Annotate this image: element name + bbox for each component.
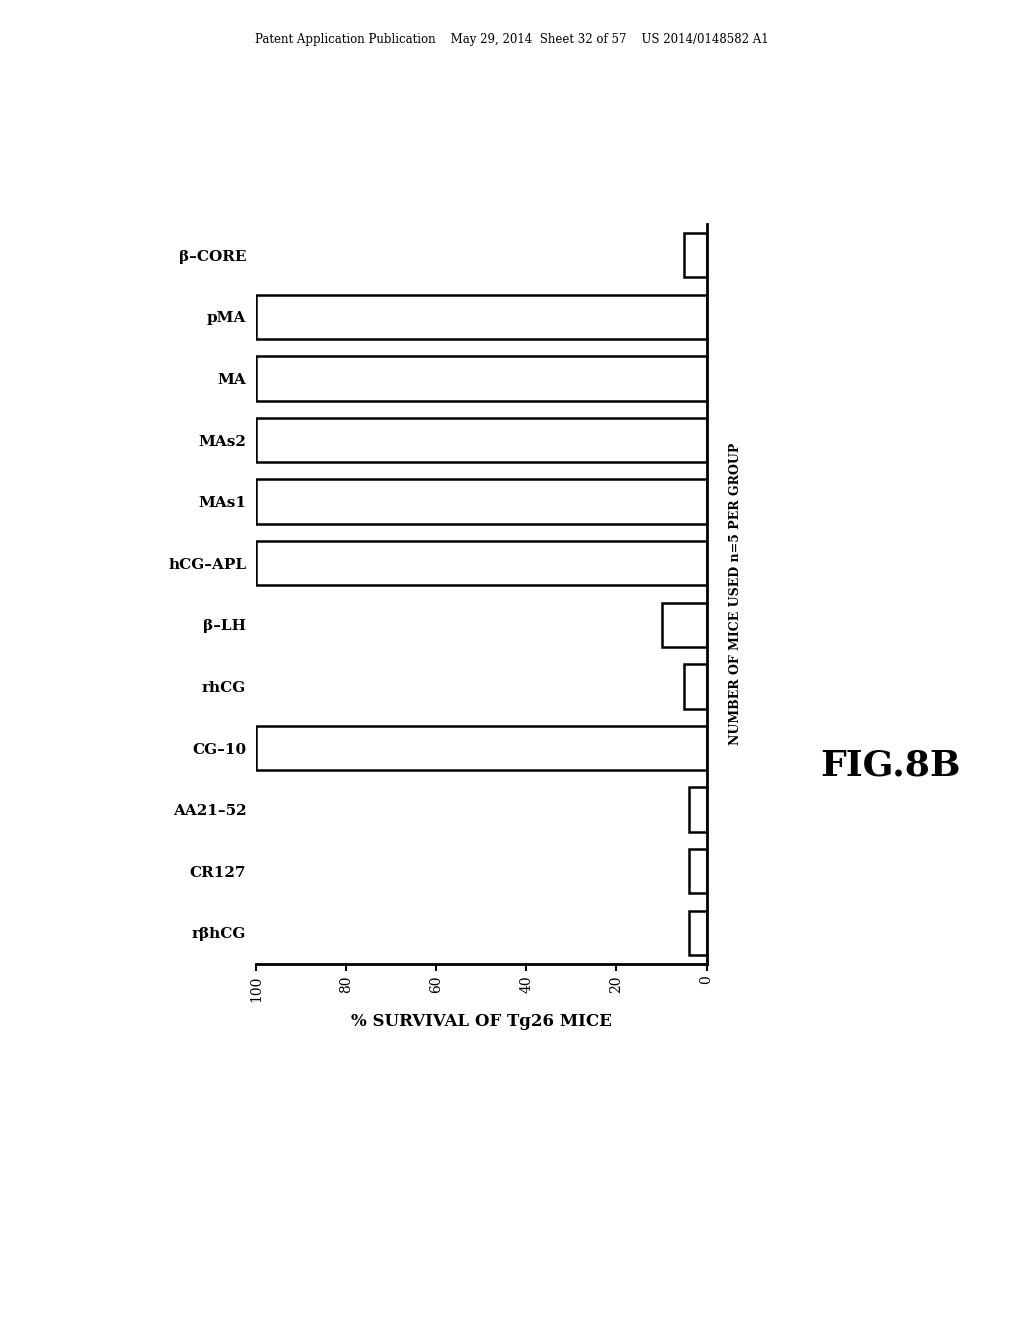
Bar: [256, 418, 707, 462]
Text: NUMBER OF MICE USED n=5 PER GROUP: NUMBER OF MICE USED n=5 PER GROUP: [729, 442, 741, 746]
Bar: [662, 603, 707, 647]
Bar: [256, 479, 707, 524]
Text: FIG.8B: FIG.8B: [820, 748, 962, 783]
Bar: [256, 541, 707, 585]
Bar: [688, 911, 707, 954]
Bar: [256, 356, 707, 400]
X-axis label: % SURVIVAL OF Tg26 MICE: % SURVIVAL OF Tg26 MICE: [351, 1012, 611, 1030]
Bar: [688, 788, 707, 832]
Bar: [684, 664, 707, 709]
Bar: [684, 234, 707, 277]
Bar: [256, 294, 707, 339]
Bar: [256, 726, 707, 770]
Bar: [688, 849, 707, 894]
Text: Patent Application Publication    May 29, 2014  Sheet 32 of 57    US 2014/014858: Patent Application Publication May 29, 2…: [255, 33, 769, 46]
